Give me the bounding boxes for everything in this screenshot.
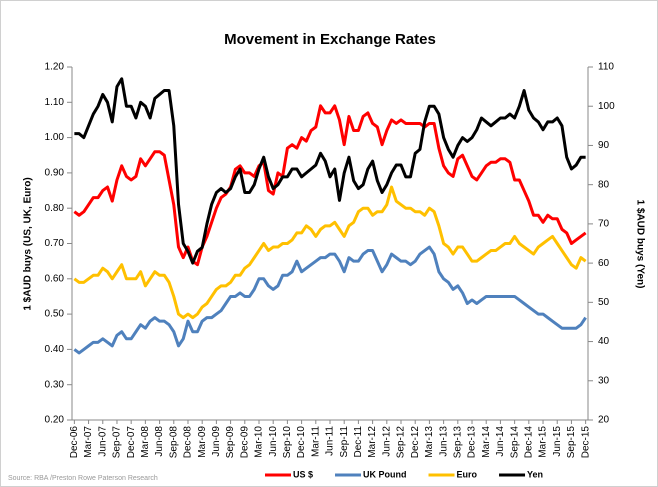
y2-tick-label: 110 — [598, 62, 614, 73]
x-tick-label: Sep-07 — [112, 426, 123, 459]
y2-tick-label: 20 — [598, 415, 610, 426]
x-tick-label: Mar-10 — [254, 426, 265, 458]
chart-title: Movement in Exchange Rates — [224, 31, 436, 48]
y-tick-label: 1.10 — [45, 97, 65, 108]
x-tick-label: Sep-08 — [168, 426, 179, 459]
x-tick-label: Sep-10 — [282, 426, 293, 459]
y-tick-label: 0.90 — [45, 168, 65, 179]
legend-label: US $ — [293, 469, 313, 479]
y2-tick-label: 30 — [598, 375, 610, 386]
y2-tick-label: 80 — [598, 179, 610, 190]
x-tick-label: Mar-11 — [310, 426, 321, 457]
x-tick-label: Dec-08 — [183, 426, 194, 459]
series-line — [73, 104, 587, 267]
y2-tick-label: 100 — [598, 101, 615, 112]
y-tick-label: 0.30 — [45, 379, 65, 390]
x-tick-label: Jun-15 — [552, 426, 563, 457]
x-tick-label: Jun-08 — [154, 426, 165, 457]
x-tick-label: Sep-12 — [396, 426, 407, 459]
y2-tick-label: 50 — [598, 297, 610, 308]
legend-label: Euro — [457, 469, 478, 479]
source-note: Source: RBA /Preston Rowe Paterson Resea… — [8, 475, 158, 482]
x-tick-label: Mar-12 — [367, 426, 378, 458]
x-tick-label: Jun-07 — [97, 426, 108, 457]
y2-tick-label: 60 — [598, 258, 610, 269]
x-tick-label: Dec-07 — [126, 426, 137, 459]
x-tick-label: Jun-14 — [495, 426, 506, 457]
x-tick-label: Sep-11 — [339, 426, 350, 458]
y2-tick-label: 90 — [598, 140, 610, 151]
x-tick-label: Dec-13 — [467, 426, 478, 459]
y-tick-label: 0.70 — [45, 238, 65, 249]
legend-label: UK Pound — [363, 469, 407, 479]
x-tick-label: Sep-14 — [509, 426, 520, 459]
x-tick-label: Sep-13 — [452, 426, 463, 459]
x-tick-label: Mar-07 — [83, 426, 94, 458]
y2-tick-label: 70 — [598, 219, 610, 230]
x-tick-label: Jun-09 — [211, 426, 222, 457]
x-tick-label: Jun-10 — [268, 426, 279, 457]
y-tick-label: 0.80 — [45, 203, 65, 214]
y2-tick-label: 40 — [598, 336, 610, 347]
x-tick-label: Mar-09 — [197, 426, 208, 458]
x-tick-label: Dec-11 — [353, 426, 364, 458]
series-line — [73, 185, 587, 320]
x-tick-label: Sep-09 — [225, 426, 236, 459]
legend-label: Yen — [527, 469, 543, 479]
x-tick-label: Jun-13 — [438, 426, 449, 457]
y-axis-label: 1 $AUD buys (US, UK, Euro) — [23, 177, 34, 310]
x-tick-label: Mar-14 — [481, 426, 492, 458]
x-tick-label: Jun-12 — [381, 426, 392, 457]
x-tick-label: Mar-08 — [140, 426, 151, 458]
x-tick-label: Dec-09 — [239, 426, 250, 459]
y-tick-label: 0.20 — [45, 415, 65, 426]
x-tick-label: Dec-12 — [410, 426, 421, 459]
series-line — [74, 77, 586, 265]
x-tick-label: Mar-13 — [424, 426, 435, 458]
y-tick-label: 0.50 — [45, 309, 65, 320]
x-tick-label: Mar-15 — [538, 426, 549, 458]
x-tick-label: Dec-10 — [296, 426, 307, 459]
x-tick-label: Sep-15 — [566, 426, 577, 459]
y-tick-label: 0.60 — [45, 273, 65, 284]
x-tick-label: Jun-11 — [325, 426, 336, 456]
x-tick-label: Dec-06 — [69, 426, 80, 459]
y-tick-label: 1.20 — [45, 62, 65, 73]
y-tick-label: 1.00 — [45, 132, 65, 143]
x-tick-label: Dec-15 — [580, 426, 591, 459]
y2-axis-label: 1 $AUD buys (Yen) — [634, 200, 645, 289]
x-tick-label: Dec-14 — [523, 426, 534, 459]
series-line — [73, 245, 587, 355]
y-tick-label: 0.40 — [45, 344, 65, 355]
